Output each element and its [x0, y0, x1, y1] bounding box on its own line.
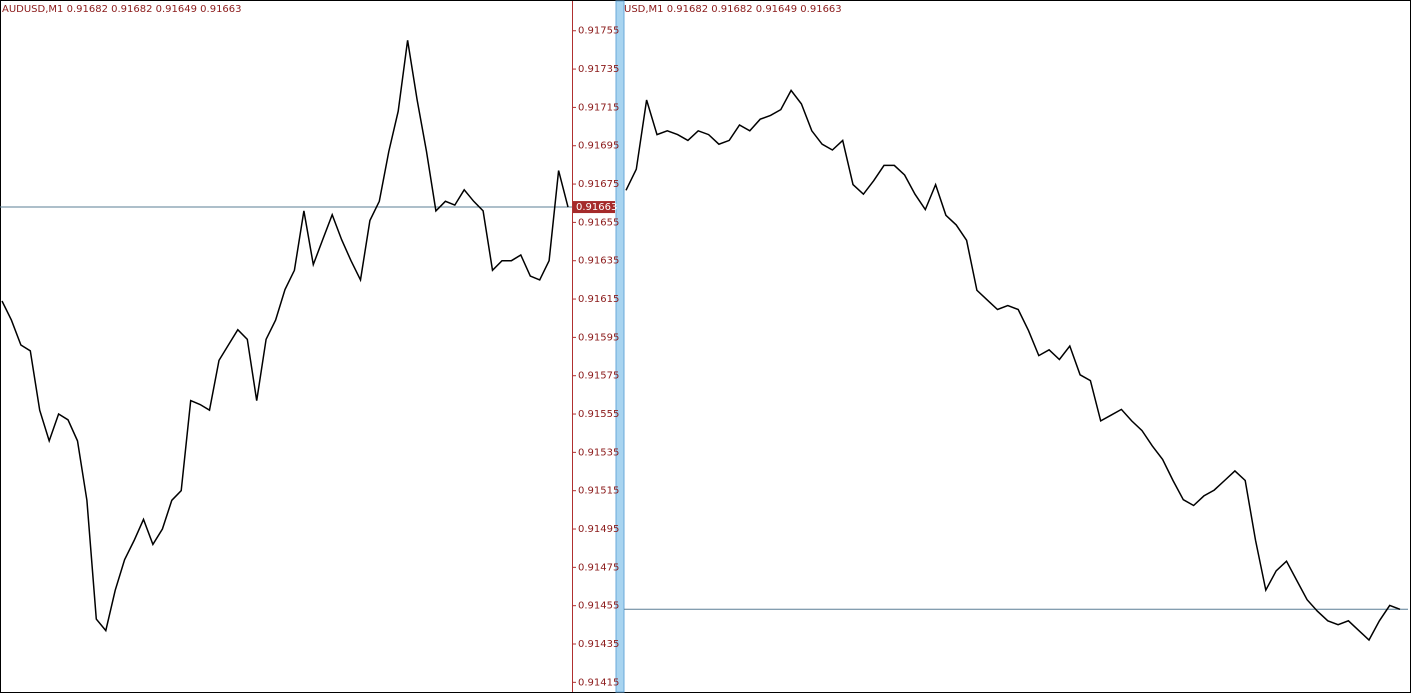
price-line [1, 40, 569, 633]
y-tick-label: 0.91435 [578, 639, 619, 650]
y-tick-label: 0.91495 [578, 524, 619, 535]
splitter[interactable] [615, 0, 625, 693]
y-tick-label: 0.91555 [578, 409, 619, 420]
y-tick-label: 0.91635 [578, 256, 619, 267]
price-line [625, 89, 1401, 642]
y-tick-label: 0.91575 [578, 371, 619, 382]
y-tick-label: 0.91535 [578, 447, 619, 458]
y-tick-label: 0.91595 [578, 332, 619, 343]
y-tick-label: 0.91715 [578, 102, 619, 113]
chart-header: USD,M1 0.91682 0.91682 0.91649 0.91663 [624, 4, 842, 15]
y-tick-label: 0.91415 [578, 677, 619, 688]
y-tick-label: 0.91655 [578, 217, 619, 228]
y-tick-label: 0.91475 [578, 562, 619, 573]
y-tick-label: 0.91455 [578, 601, 619, 612]
last-price-box [573, 201, 615, 214]
y-tick-label: 0.91675 [578, 179, 619, 190]
chart-header: AUDUSD,M1 0.91682 0.91682 0.91649 0.9166… [2, 4, 242, 15]
y-tick-label: 0.91615 [578, 294, 619, 305]
last-price-label: 0.91663 [576, 202, 617, 213]
y-tick-label: 0.91695 [578, 141, 619, 152]
y-tick-label: 0.91735 [578, 64, 619, 75]
y-tick-label: 0.91515 [578, 486, 619, 497]
y-tick-label: 0.91755 [578, 26, 619, 37]
